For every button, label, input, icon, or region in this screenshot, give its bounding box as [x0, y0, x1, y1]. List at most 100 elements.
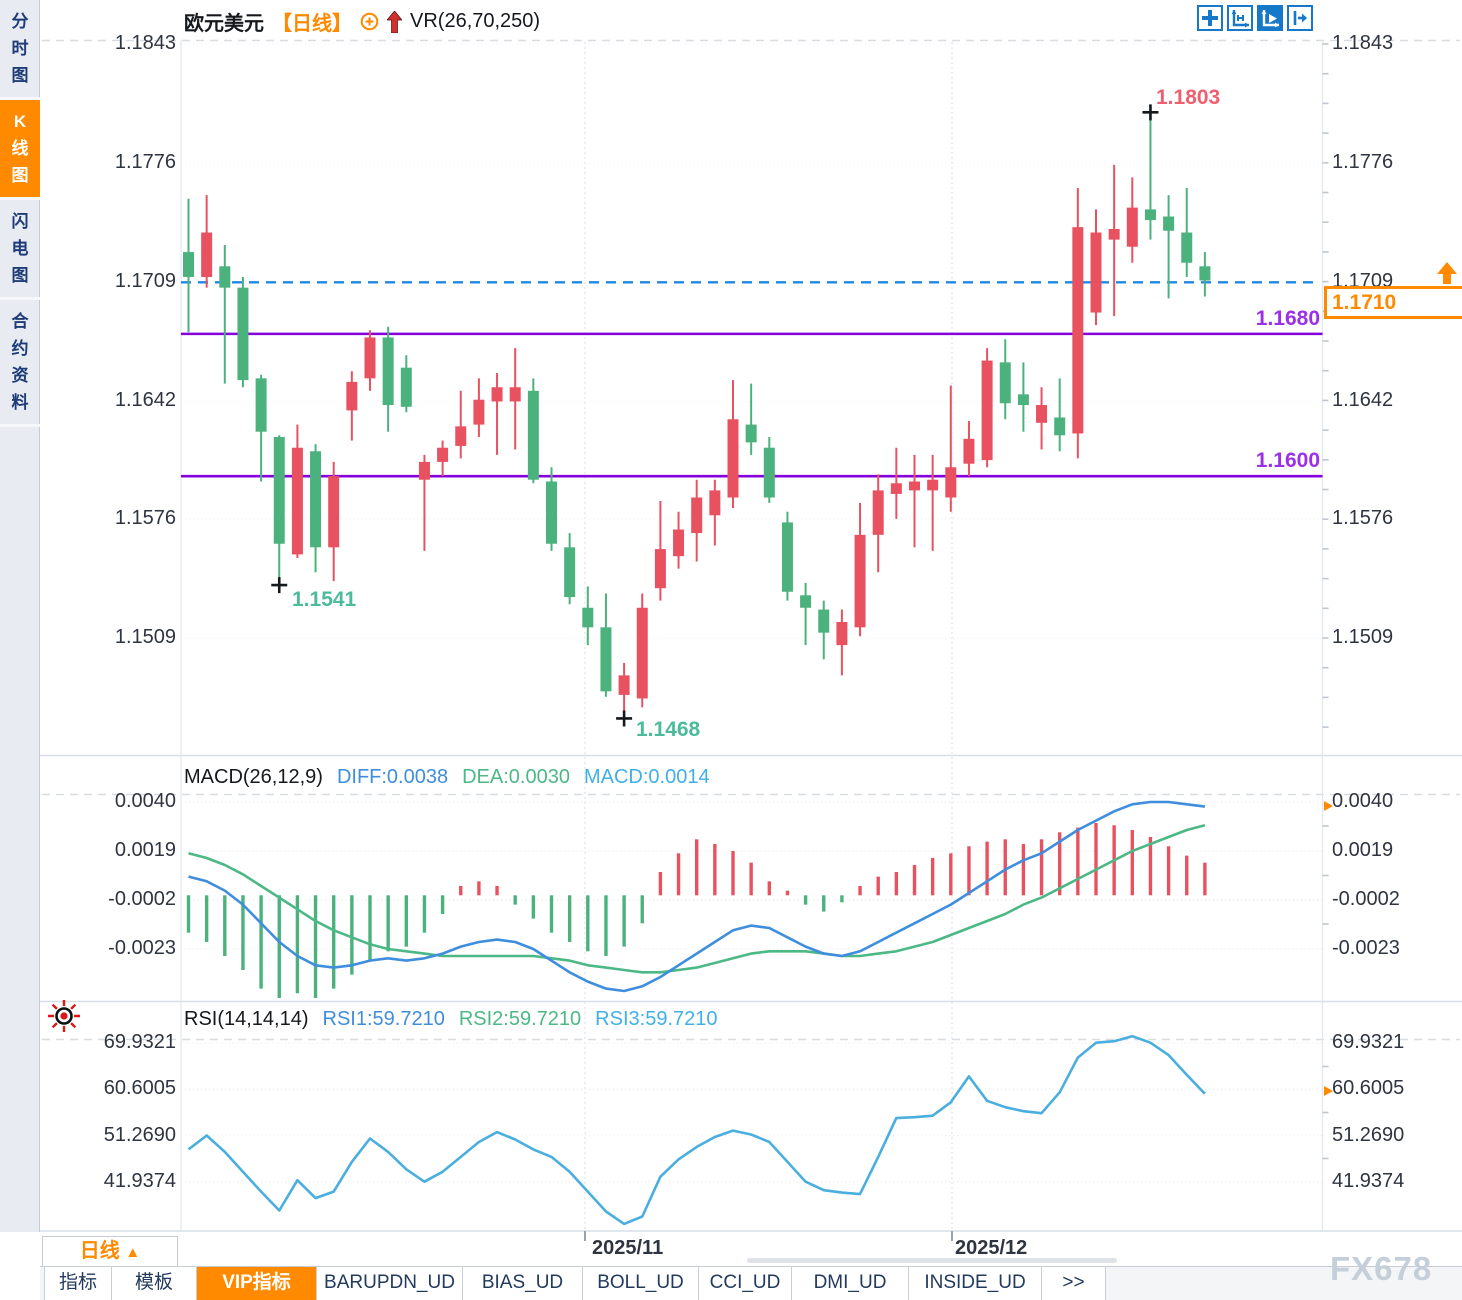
indicator-tab-[interactable]: >> [1042, 1267, 1106, 1300]
high-price-annotation: 1.1803 [1156, 86, 1221, 109]
candle-body [800, 595, 812, 608]
candle-body [927, 479, 939, 491]
period-tag: 【日线】 [272, 13, 352, 35]
current-price-arrow-icon [1437, 262, 1457, 284]
candle-body [872, 490, 884, 535]
rsi-axis-label: 69.9321 [103, 1031, 176, 1053]
candle-body [219, 266, 231, 288]
indicator-tab-[interactable]: 模板 [112, 1267, 197, 1300]
price-axis-label: 1.1709 [114, 270, 176, 293]
triangle-up-icon: ▲ [125, 1244, 141, 1261]
macd-legend-2: DEA:0.0030 [462, 766, 570, 788]
rsi-legend-3: RSI3:59.7210 [595, 1008, 718, 1030]
candle-body [618, 675, 630, 695]
macd-panel-header: MACD(26,12,9) DIFF:0.0038 DEA:0.0030 MACD:… [184, 766, 710, 789]
candle-body [364, 337, 376, 379]
candle-body [999, 362, 1011, 404]
price-axis-label: 1.1642 [1332, 389, 1394, 412]
date-label: 2025/12 [955, 1237, 1028, 1259]
candle-body [763, 447, 775, 498]
high-marker-cross [1142, 104, 1159, 121]
candle-body [183, 252, 194, 277]
candle-body [473, 399, 485, 425]
rsi-line [187, 1034, 1206, 1226]
symbol-name: 欧元美元 [184, 13, 264, 35]
price-axis-label: 1.1642 [114, 389, 176, 412]
price-axis-label: 1.1576 [114, 506, 176, 529]
fit-horizontal-axis-icon[interactable] [1227, 5, 1253, 31]
low-marker-cross [616, 710, 633, 727]
candle-body [1017, 394, 1029, 406]
candle-body [491, 387, 503, 402]
macd-axis-label: -0.0002 [1332, 887, 1400, 910]
chart-title-row: 欧元美元 【日线】 VR(26,70,250) [184, 7, 540, 36]
rsi-axis-label: 60.6005 [1332, 1077, 1405, 1100]
indicator-tab-insideud[interactable]: INSIDE_UD [909, 1267, 1042, 1300]
indicator-tab-biasud[interactable]: BIAS_UD [463, 1267, 583, 1300]
auto-scroll-axis-icon[interactable] [1257, 5, 1283, 31]
period-selector-button[interactable]: 日线 ▲ [42, 1236, 178, 1267]
indicator-tab-cciud[interactable]: CCI_UD [699, 1267, 792, 1300]
rsi-axis-label: 51.2690 [103, 1123, 176, 1146]
candle-body [582, 607, 594, 628]
price-axis-label: 1.1843 [114, 32, 176, 54]
macd-axis-label: 0.0040 [1332, 789, 1394, 812]
candle-body [437, 447, 449, 462]
candle-body [981, 360, 993, 461]
jump-to-latest-icon[interactable] [1287, 5, 1313, 31]
resistance-line-label: 1.1680 [1255, 307, 1320, 330]
indicator-tab-dmiud[interactable]: DMI_UD [792, 1267, 909, 1300]
candle-body [1090, 232, 1102, 313]
candle-body [291, 447, 303, 555]
dea-line [188, 824, 1206, 974]
candle-body [691, 497, 703, 534]
candle-body [1054, 417, 1066, 436]
candle-body [564, 547, 576, 598]
candle-body [346, 381, 358, 411]
candle-body [201, 232, 213, 277]
sidebar-tab-1[interactable]: 分 时 图 [0, 0, 40, 100]
indicator-tab-vip[interactable]: VIP指标 [197, 1267, 317, 1300]
trend-up-arrow-icon [387, 10, 402, 33]
low-marker-cross [271, 577, 288, 594]
sidebar-tab-3[interactable]: 闪 电 图 [0, 200, 40, 300]
candle-body [1126, 207, 1138, 247]
price-axis-label: 1.1776 [1332, 151, 1394, 174]
candle-body [310, 451, 322, 548]
candle-body [1163, 216, 1175, 231]
price-axis-label: 1.1576 [1332, 506, 1394, 529]
pan-crosshair-icon[interactable] [1197, 5, 1223, 31]
candle-body [781, 522, 793, 592]
rsi-axis-marker [1324, 1086, 1333, 1096]
candle-body [709, 490, 721, 516]
macd-axis-marker [1324, 801, 1333, 811]
candle-body [745, 424, 757, 443]
candle-body [1199, 266, 1211, 281]
indicator-tab-bollud[interactable]: BOLL_UD [583, 1267, 699, 1300]
rsi-axis-label: 41.9374 [103, 1170, 176, 1193]
macd-legend-1: DIFF:0.0038 [336, 766, 449, 788]
candle-body [600, 627, 612, 692]
sidebar-tab-4[interactable]: 合 约 资 料 [0, 300, 40, 427]
add-indicator-icon[interactable] [360, 12, 379, 31]
macd-axis-label: 0.0019 [114, 838, 176, 861]
candle-body [237, 287, 249, 381]
low-price-annotation-1: 1.1541 [292, 588, 357, 611]
last-price-box: 1.1710 [1324, 286, 1462, 319]
indicator-settings-sun-icon[interactable] [44, 996, 84, 1036]
candle-body [818, 609, 830, 633]
horizontal-scrollbar[interactable] [747, 1258, 1117, 1263]
candle-body [1144, 209, 1156, 221]
macd-axis-label: 0.0019 [1332, 838, 1394, 861]
sidebar-tab-2[interactable]: K 线 图 [0, 100, 40, 200]
rsi-panel-header: RSI(14,14,14) RSI1:59.7210 RSI2:59.7210 RS… [184, 1008, 718, 1031]
indicator-tab-[interactable]: 指标 [44, 1267, 112, 1300]
rsi-axis-label: 69.9321 [1332, 1031, 1405, 1053]
candle-body [1108, 228, 1120, 240]
indicator-tab-barupdnud[interactable]: BARUPDN_UD [317, 1267, 463, 1300]
chart-toolbar [1197, 5, 1313, 31]
rsi-axis-label: 60.6005 [103, 1077, 176, 1100]
candle-body [854, 534, 866, 628]
